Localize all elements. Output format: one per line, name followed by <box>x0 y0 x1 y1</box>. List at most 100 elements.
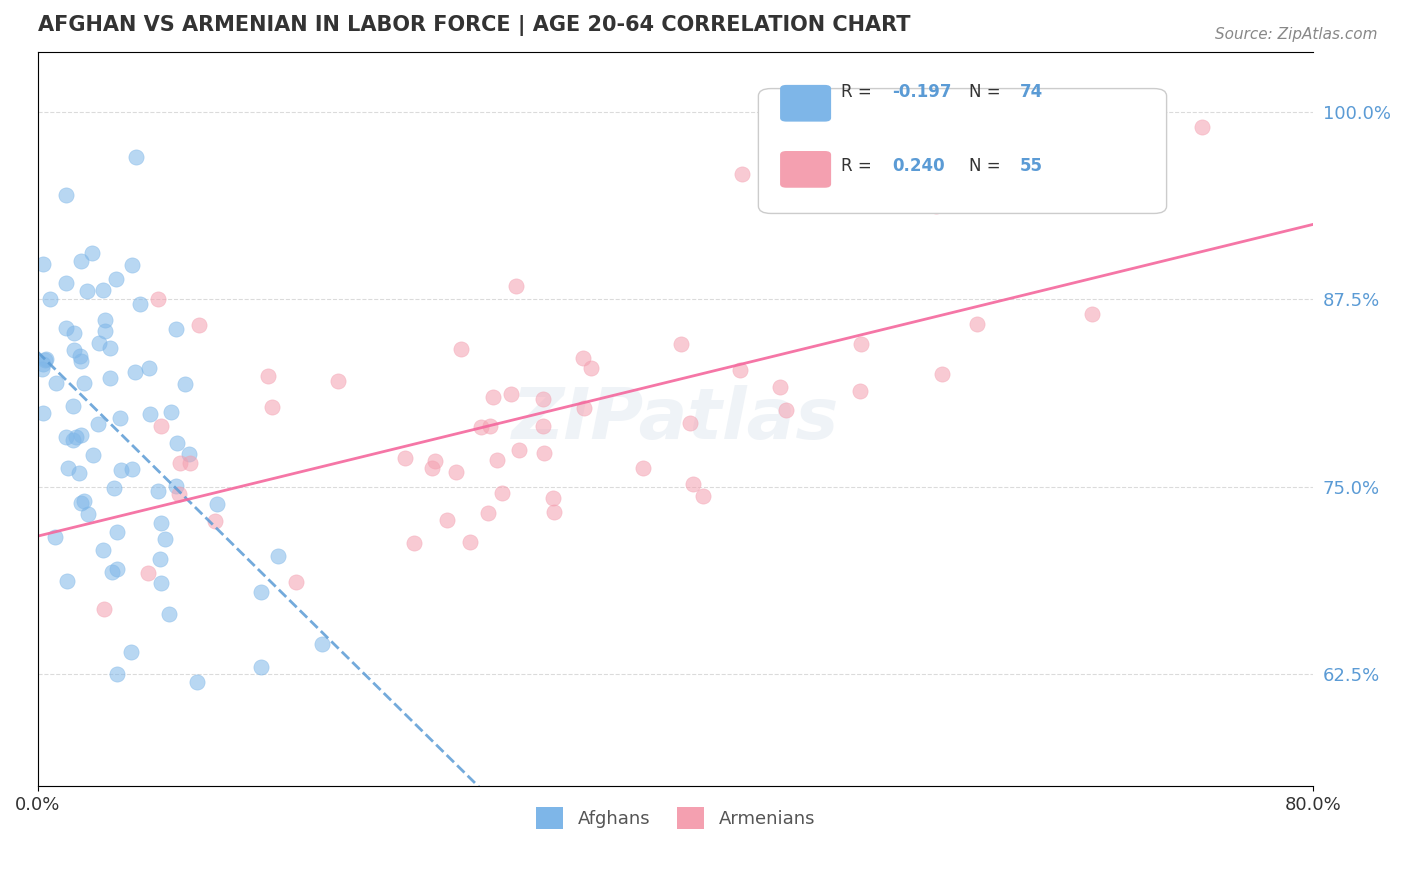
Point <box>188 318 211 333</box>
Point <box>39 292 62 306</box>
Point <box>125 150 148 164</box>
Point <box>129 297 152 311</box>
Point <box>165 479 187 493</box>
Point <box>55 320 77 334</box>
Point <box>159 404 181 418</box>
Point <box>508 442 530 457</box>
Point <box>107 667 129 681</box>
Point <box>436 513 458 527</box>
Point <box>138 360 160 375</box>
Point <box>260 400 283 414</box>
Point <box>70 354 93 368</box>
Point <box>153 533 176 547</box>
Point <box>458 534 481 549</box>
Point <box>1080 307 1102 321</box>
Point <box>394 450 416 465</box>
Point <box>98 341 121 355</box>
Point <box>531 392 554 406</box>
Point <box>250 659 273 673</box>
Point <box>139 407 162 421</box>
Point <box>165 322 187 336</box>
Point <box>63 343 86 358</box>
Point <box>284 574 307 589</box>
Point <box>205 497 228 511</box>
Point <box>849 384 872 398</box>
Point <box>149 575 172 590</box>
Point <box>169 456 191 470</box>
Text: AFGHAN VS ARMENIAN IN LABOR FORCE | AGE 20-64 CORRELATION CHART: AFGHAN VS ARMENIAN IN LABOR FORCE | AGE … <box>38 15 910 36</box>
Point <box>32 257 55 271</box>
Point <box>62 433 84 447</box>
Point <box>56 574 79 589</box>
Point <box>31 361 53 376</box>
Point <box>150 516 173 530</box>
Legend: Afghans, Armenians: Afghans, Armenians <box>529 800 823 836</box>
Point <box>423 453 446 467</box>
Point <box>73 376 96 390</box>
Point <box>166 435 188 450</box>
Point <box>1147 90 1170 104</box>
Point <box>120 645 142 659</box>
Point <box>107 524 129 539</box>
Point <box>482 390 505 404</box>
Point <box>477 506 499 520</box>
FancyBboxPatch shape <box>780 85 831 121</box>
Point <box>69 428 91 442</box>
Point <box>250 584 273 599</box>
Point <box>63 326 86 340</box>
Point <box>204 514 226 528</box>
Point <box>775 402 797 417</box>
Point <box>72 494 94 508</box>
Point <box>94 313 117 327</box>
Point <box>76 284 98 298</box>
Point <box>91 284 114 298</box>
Text: R =: R = <box>841 157 877 175</box>
Point <box>179 456 201 470</box>
Point <box>94 324 117 338</box>
Point <box>98 371 121 385</box>
Point <box>62 399 84 413</box>
Point <box>533 446 555 460</box>
Point <box>146 484 169 499</box>
Point <box>35 351 58 366</box>
Point <box>849 336 872 351</box>
Point <box>45 376 67 390</box>
Point <box>402 536 425 550</box>
Point <box>572 351 595 365</box>
Point <box>121 258 143 272</box>
Point <box>541 491 564 506</box>
Text: ZIPatlas: ZIPatlas <box>512 384 839 454</box>
Point <box>491 486 513 500</box>
Text: N =: N = <box>969 83 1005 101</box>
Text: R =: R = <box>841 83 877 101</box>
Point <box>485 453 508 467</box>
Point <box>678 416 700 430</box>
Point <box>257 369 280 384</box>
Point <box>769 380 792 394</box>
Point <box>55 430 77 444</box>
Point <box>110 411 132 425</box>
Point <box>100 565 122 579</box>
Point <box>470 420 492 434</box>
Point <box>138 566 160 581</box>
FancyBboxPatch shape <box>780 151 831 187</box>
Point <box>110 463 132 477</box>
Point <box>157 607 180 621</box>
Point <box>91 543 114 558</box>
Text: -0.197: -0.197 <box>893 83 952 101</box>
Point <box>32 406 55 420</box>
Point <box>149 419 172 434</box>
Point <box>692 490 714 504</box>
Point <box>731 168 754 182</box>
Point <box>70 254 93 268</box>
Text: 55: 55 <box>1019 157 1043 175</box>
Text: Source: ZipAtlas.com: Source: ZipAtlas.com <box>1215 27 1378 42</box>
Point <box>311 637 333 651</box>
Point <box>121 462 143 476</box>
Point <box>925 199 948 213</box>
Point <box>148 292 170 306</box>
Point <box>32 357 55 371</box>
Point <box>103 481 125 495</box>
FancyBboxPatch shape <box>758 88 1167 213</box>
Point <box>69 349 91 363</box>
